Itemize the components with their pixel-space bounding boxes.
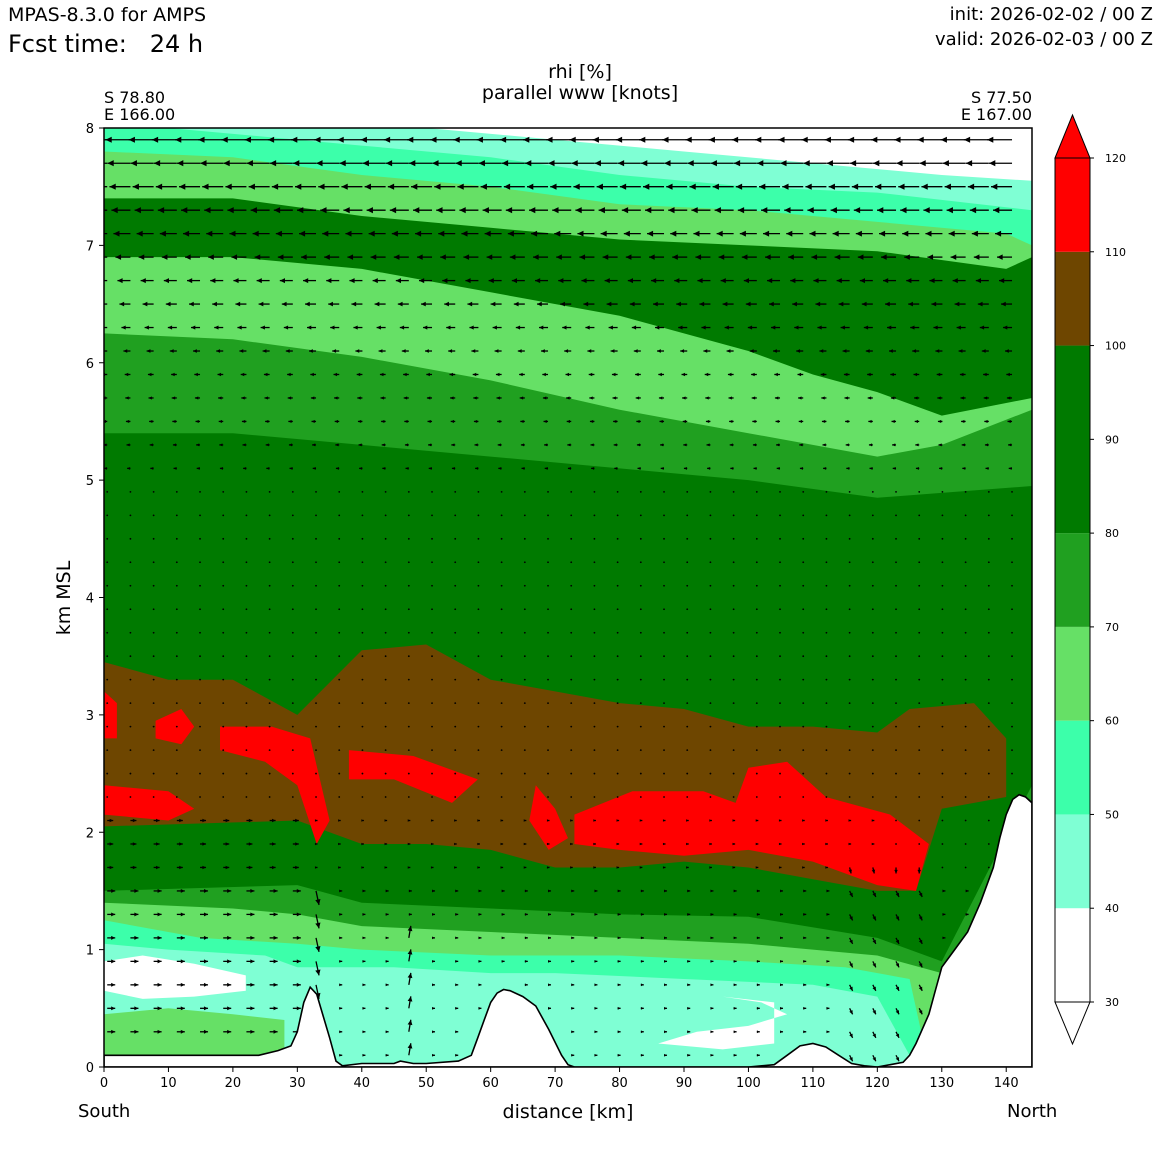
x-tick-label: 40 (354, 1076, 371, 1091)
axes: 0 10 20 30 40 50 60 70 80 90 100 110 120 130 140 0 1 2 3 4 5… (86, 122, 1019, 1091)
y-tick-label: 7 (86, 239, 94, 254)
forecast-time: Fcst time: 24 h (8, 30, 203, 58)
colorbar-extend-max (1054, 113, 1091, 159)
x-tick-label: 20 (225, 1076, 242, 1091)
band-red-east (574, 761, 929, 891)
band-lower-light-west (104, 1008, 285, 1056)
x-tick-label: 140 (994, 1076, 1019, 1091)
chart-subtitle: parallel www [knots] (481, 82, 679, 104)
valid-time: valid: 2026-02-03 / 00 Z (935, 29, 1153, 50)
colorbar-band (1055, 626, 1090, 721)
right-side-label: North (1007, 1101, 1058, 1122)
forecast-time-value: 24 h (149, 30, 204, 58)
colorbar-tick-label: 60 (1105, 715, 1119, 728)
left-endpoint-lat: S 78.80 (104, 88, 166, 107)
right-endpoint-lon: E 167.00 (960, 105, 1032, 124)
band-top-white (426, 128, 1032, 181)
x-tick-label: 90 (676, 1076, 693, 1091)
x-tick-label: 80 (611, 1076, 628, 1091)
colorbar-band (1055, 158, 1090, 252)
x-tick-label: 0 (100, 1076, 108, 1091)
band-red-tower (220, 726, 330, 844)
colorbar-tick-label: 70 (1105, 621, 1119, 634)
x-tick-label: 100 (736, 1076, 761, 1091)
forecast-time-label: Fcst time: (8, 30, 127, 58)
y-tick-label: 0 (86, 1061, 94, 1076)
colorbar-extend-min (1054, 1001, 1091, 1046)
band-red-patch (155, 709, 195, 745)
x-axis-label: distance [km] (503, 1101, 634, 1123)
x-tick-label: 130 (929, 1076, 954, 1091)
colorbar-band (1055, 251, 1090, 346)
x-tick-label: 120 (865, 1076, 890, 1091)
band-red-mid (348, 750, 478, 803)
x-tick-label: 50 (418, 1076, 435, 1091)
y-tick-label: 4 (86, 592, 94, 607)
y-tick-label: 1 (86, 944, 94, 959)
rhi-field (104, 128, 1032, 1067)
colorbar-tick-label: 90 (1105, 433, 1119, 446)
x-tick-label: 10 (160, 1076, 177, 1091)
colorbar-tick-label: 120 (1105, 152, 1126, 165)
band-red-small (529, 785, 568, 850)
terrain-profile (104, 793, 1032, 1067)
left-side-label: South (78, 1101, 131, 1122)
dry-pocket-west (104, 955, 246, 999)
y-tick-label: 2 (86, 826, 94, 841)
wind-arrows (104, 136, 1013, 1062)
colorbar: 30 40 50 60 70 80 90 100 110 120 (1054, 113, 1126, 1046)
colorbar-band (1055, 720, 1090, 815)
colorbar-tick-label: 50 (1105, 808, 1119, 821)
y-tick-label: 3 (86, 709, 94, 724)
right-endpoint-lat: S 77.50 (970, 88, 1032, 107)
y-tick-label: 8 (86, 122, 94, 137)
band-red-west (104, 785, 195, 821)
colorbar-frame (1054, 157, 1091, 1003)
colorbar-band (1055, 908, 1090, 1002)
colorbar-tick-label: 30 (1105, 996, 1119, 1009)
colorbar-band (1055, 814, 1090, 909)
colorbar-tick-label: 110 (1105, 246, 1126, 259)
colorbar-tick-label: 100 (1105, 340, 1126, 353)
y-tick-label: 6 (86, 357, 94, 372)
y-axis-label: km MSL (53, 560, 75, 635)
model-title: MPAS-8.3.0 for AMPS (8, 4, 207, 26)
colorbar-band (1055, 533, 1090, 627)
x-tick-label: 70 (547, 1076, 564, 1091)
left-endpoint-lon: E 166.00 (104, 105, 176, 124)
x-tick-label: 30 (289, 1076, 306, 1091)
terrain (104, 793, 1032, 1067)
x-tick-label: 60 (482, 1076, 499, 1091)
init-time: init: 2026-02-02 / 00 Z (949, 4, 1153, 25)
y-tick-label: 5 (86, 474, 94, 489)
x-tick-label: 110 (800, 1076, 825, 1091)
chart-title: rhi [%] (548, 61, 612, 83)
colorbar-tick-label: 40 (1105, 902, 1119, 915)
dry-pocket-east (658, 996, 788, 1050)
colorbar-band (1055, 345, 1090, 534)
colorbar-tick-label: 80 (1105, 527, 1119, 540)
